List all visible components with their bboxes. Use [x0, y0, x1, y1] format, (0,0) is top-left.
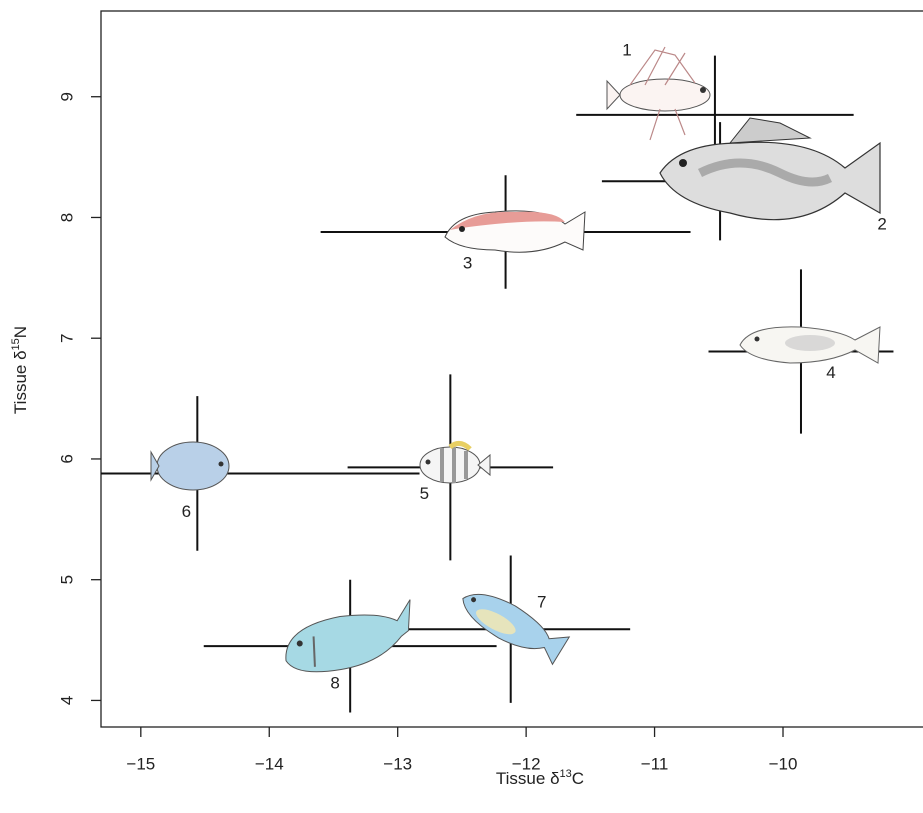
y-axis-label-text: Tissue δ	[11, 350, 30, 414]
x-axis-label: Tissue δ13C	[496, 768, 584, 789]
fish-8	[285, 599, 411, 673]
point-label: 7	[537, 593, 546, 612]
point-label: 4	[826, 363, 835, 382]
y-tick-label: 4	[57, 696, 76, 705]
point-label: 8	[330, 674, 339, 693]
y-axis-label-sup: 15	[10, 338, 22, 350]
y-tick-label: 7	[57, 333, 76, 342]
y-tick-label: 6	[57, 454, 76, 463]
x-axis-label-text: Tissue δ	[496, 769, 560, 788]
fish-6	[150, 441, 230, 491]
fish-1	[606, 46, 711, 141]
y-tick-label: 9	[57, 92, 76, 101]
x-tick-label: −13	[383, 754, 412, 773]
x-tick-label: −12	[512, 754, 541, 773]
y-axis-label-text: N	[11, 326, 30, 338]
point-label: 5	[420, 484, 429, 503]
y-axis-label: Tissue δ15N	[10, 326, 31, 414]
fish-illustrations	[150, 46, 881, 673]
x-tick-label: −11	[641, 754, 669, 773]
fish-4	[739, 326, 881, 364]
point-label: 1	[622, 40, 631, 59]
y-tick-label: 5	[57, 575, 76, 584]
x-axis-label-sup: 13	[560, 768, 572, 780]
x-tick-label: −10	[769, 754, 798, 773]
point-label: 2	[877, 215, 886, 234]
fish-3	[444, 210, 586, 253]
point-label: 3	[463, 253, 472, 272]
point-label: 6	[182, 502, 191, 521]
y-tick-label: 8	[57, 213, 76, 222]
x-tick-label: −14	[255, 754, 284, 773]
fish-5	[419, 441, 491, 484]
fish-7	[462, 593, 571, 666]
fish-2	[659, 117, 881, 221]
x-tick-label: −15	[126, 754, 155, 773]
plot-frame	[100, 10, 923, 728]
x-axis-label-text: C	[572, 769, 584, 788]
